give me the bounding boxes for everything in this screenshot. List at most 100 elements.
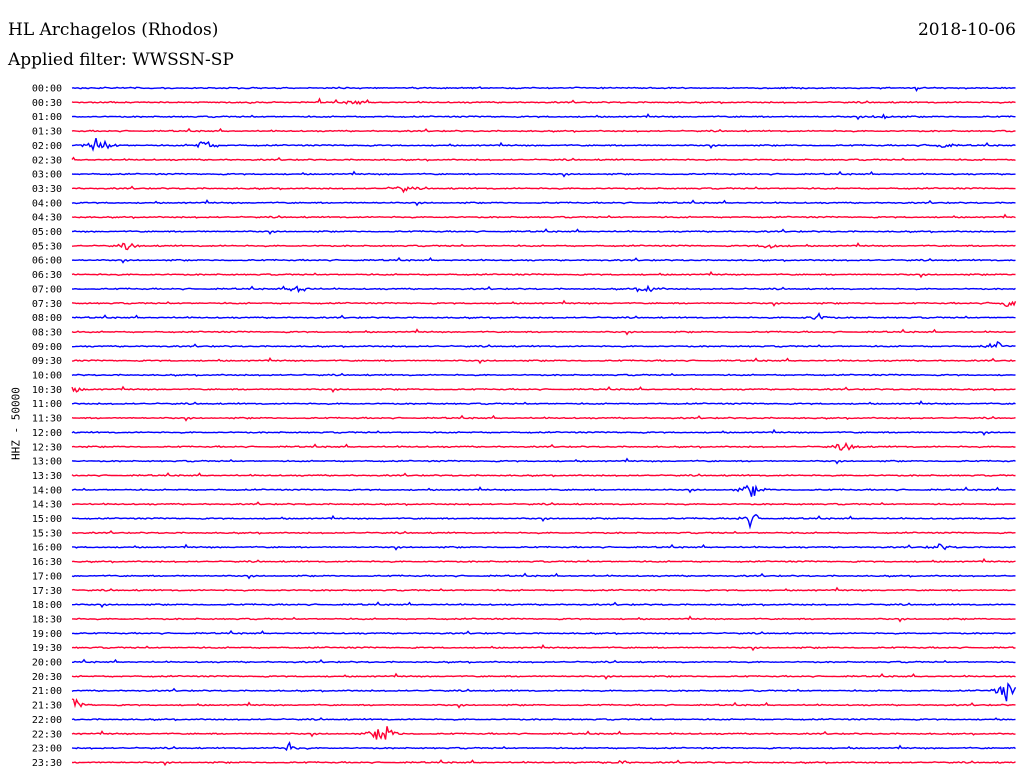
row-label: 03:00 bbox=[32, 170, 62, 181]
row-label: 09:30 bbox=[32, 356, 62, 367]
row-label: 23:30 bbox=[32, 758, 62, 769]
row-label: 16:00 bbox=[32, 543, 62, 554]
trace-row bbox=[71, 513, 1016, 530]
row-label: 00:00 bbox=[32, 84, 62, 95]
trace-row bbox=[72, 312, 1016, 320]
trace-row bbox=[71, 682, 1017, 702]
row-label: 01:30 bbox=[32, 127, 62, 138]
trace-row bbox=[71, 717, 1016, 722]
trace-row bbox=[71, 97, 1016, 106]
row-label: 18:30 bbox=[32, 614, 62, 625]
row-label: 05:30 bbox=[32, 241, 62, 252]
trace-row bbox=[71, 328, 1016, 336]
row-label: 04:30 bbox=[32, 213, 62, 224]
trace-row bbox=[71, 457, 1016, 465]
trace-row bbox=[71, 256, 1016, 264]
row-label: 12:30 bbox=[32, 442, 62, 453]
trace-row bbox=[71, 156, 1016, 162]
row-label: 15:00 bbox=[32, 514, 62, 525]
trace-row bbox=[71, 400, 1016, 406]
trace-row bbox=[72, 601, 1016, 609]
trace-row bbox=[71, 441, 1016, 451]
trace-row bbox=[71, 299, 1017, 308]
trace-row bbox=[71, 529, 1016, 535]
row-label: 08:30 bbox=[32, 327, 62, 338]
row-label: 09:00 bbox=[32, 342, 62, 353]
trace-row bbox=[71, 726, 1016, 740]
row-label: 10:00 bbox=[32, 371, 62, 382]
row-label: 17:30 bbox=[32, 586, 62, 597]
row-label: 16:30 bbox=[32, 557, 62, 568]
trace-row bbox=[71, 242, 1016, 251]
row-label: 11:00 bbox=[32, 399, 62, 410]
row-label: 02:00 bbox=[32, 141, 62, 152]
row-label: 23:00 bbox=[32, 744, 62, 755]
trace-row bbox=[72, 658, 1016, 664]
trace-row bbox=[71, 472, 1016, 478]
row-label: 07:00 bbox=[32, 284, 62, 295]
row-label: 22:30 bbox=[32, 729, 62, 740]
filter-label: Applied filter: WWSSN-SP bbox=[8, 50, 234, 70]
row-label: 22:00 bbox=[32, 715, 62, 726]
trace-row bbox=[71, 629, 1016, 636]
row-label: 14:30 bbox=[32, 500, 62, 511]
row-label: 17:00 bbox=[32, 571, 62, 582]
row-label: 08:00 bbox=[32, 313, 62, 324]
row-label: 20:30 bbox=[32, 672, 62, 683]
trace-row bbox=[71, 759, 1016, 767]
trace-row bbox=[71, 428, 1016, 436]
trace-row bbox=[71, 127, 1016, 133]
row-label: 06:30 bbox=[32, 270, 62, 281]
row-label: 00:30 bbox=[32, 98, 62, 109]
trace-row bbox=[71, 356, 1016, 365]
trace-row bbox=[71, 213, 1016, 220]
trace-row bbox=[72, 543, 1016, 551]
row-label: 20:00 bbox=[32, 658, 62, 669]
row-label: 21:00 bbox=[32, 686, 62, 697]
trace-row bbox=[71, 372, 1016, 377]
row-label: 10:30 bbox=[32, 385, 62, 396]
trace-row bbox=[71, 199, 1016, 207]
row-label: 13:00 bbox=[32, 457, 62, 468]
trace-row bbox=[71, 501, 1016, 507]
row-label: 14:00 bbox=[32, 485, 62, 496]
trace-row bbox=[71, 185, 1016, 194]
trace-row bbox=[71, 557, 1016, 564]
trace-row bbox=[71, 170, 1016, 178]
trace-row bbox=[71, 270, 1016, 279]
trace-row bbox=[71, 113, 1016, 121]
trace-row bbox=[71, 86, 1016, 92]
trace-row bbox=[71, 643, 1016, 652]
trace-row bbox=[71, 586, 1016, 592]
row-label: 12:00 bbox=[32, 428, 62, 439]
trace-row bbox=[71, 698, 1016, 709]
trace-row bbox=[71, 228, 1016, 236]
row-label: 06:00 bbox=[32, 256, 62, 267]
row-label: 05:00 bbox=[32, 227, 62, 238]
row-label: 13:30 bbox=[32, 471, 62, 482]
date-label: 2018-10-06 bbox=[917, 20, 1016, 40]
trace-row bbox=[71, 284, 1016, 294]
trace-row bbox=[71, 572, 1016, 580]
station-title: HL Archagelos (Rhodos) bbox=[8, 20, 219, 40]
trace-row bbox=[72, 341, 1016, 349]
row-label: 03:30 bbox=[32, 184, 62, 195]
trace-row bbox=[71, 385, 1016, 394]
row-label: 15:30 bbox=[32, 528, 62, 539]
row-label: 19:00 bbox=[32, 629, 62, 640]
trace-row bbox=[71, 740, 1016, 752]
row-label: 01:00 bbox=[32, 112, 62, 123]
trace-row bbox=[71, 484, 1016, 497]
row-label: 21:30 bbox=[32, 701, 62, 712]
row-label: 07:30 bbox=[32, 299, 62, 310]
row-label: 11:30 bbox=[32, 414, 62, 425]
trace-row bbox=[71, 672, 1016, 681]
row-label: 18:00 bbox=[32, 600, 62, 611]
trace-row bbox=[72, 615, 1016, 623]
row-label: 02:30 bbox=[32, 155, 62, 166]
trace-row bbox=[71, 138, 1016, 152]
row-label: 04:00 bbox=[32, 198, 62, 209]
row-label: 19:30 bbox=[32, 643, 62, 654]
trace-row bbox=[71, 414, 1016, 422]
